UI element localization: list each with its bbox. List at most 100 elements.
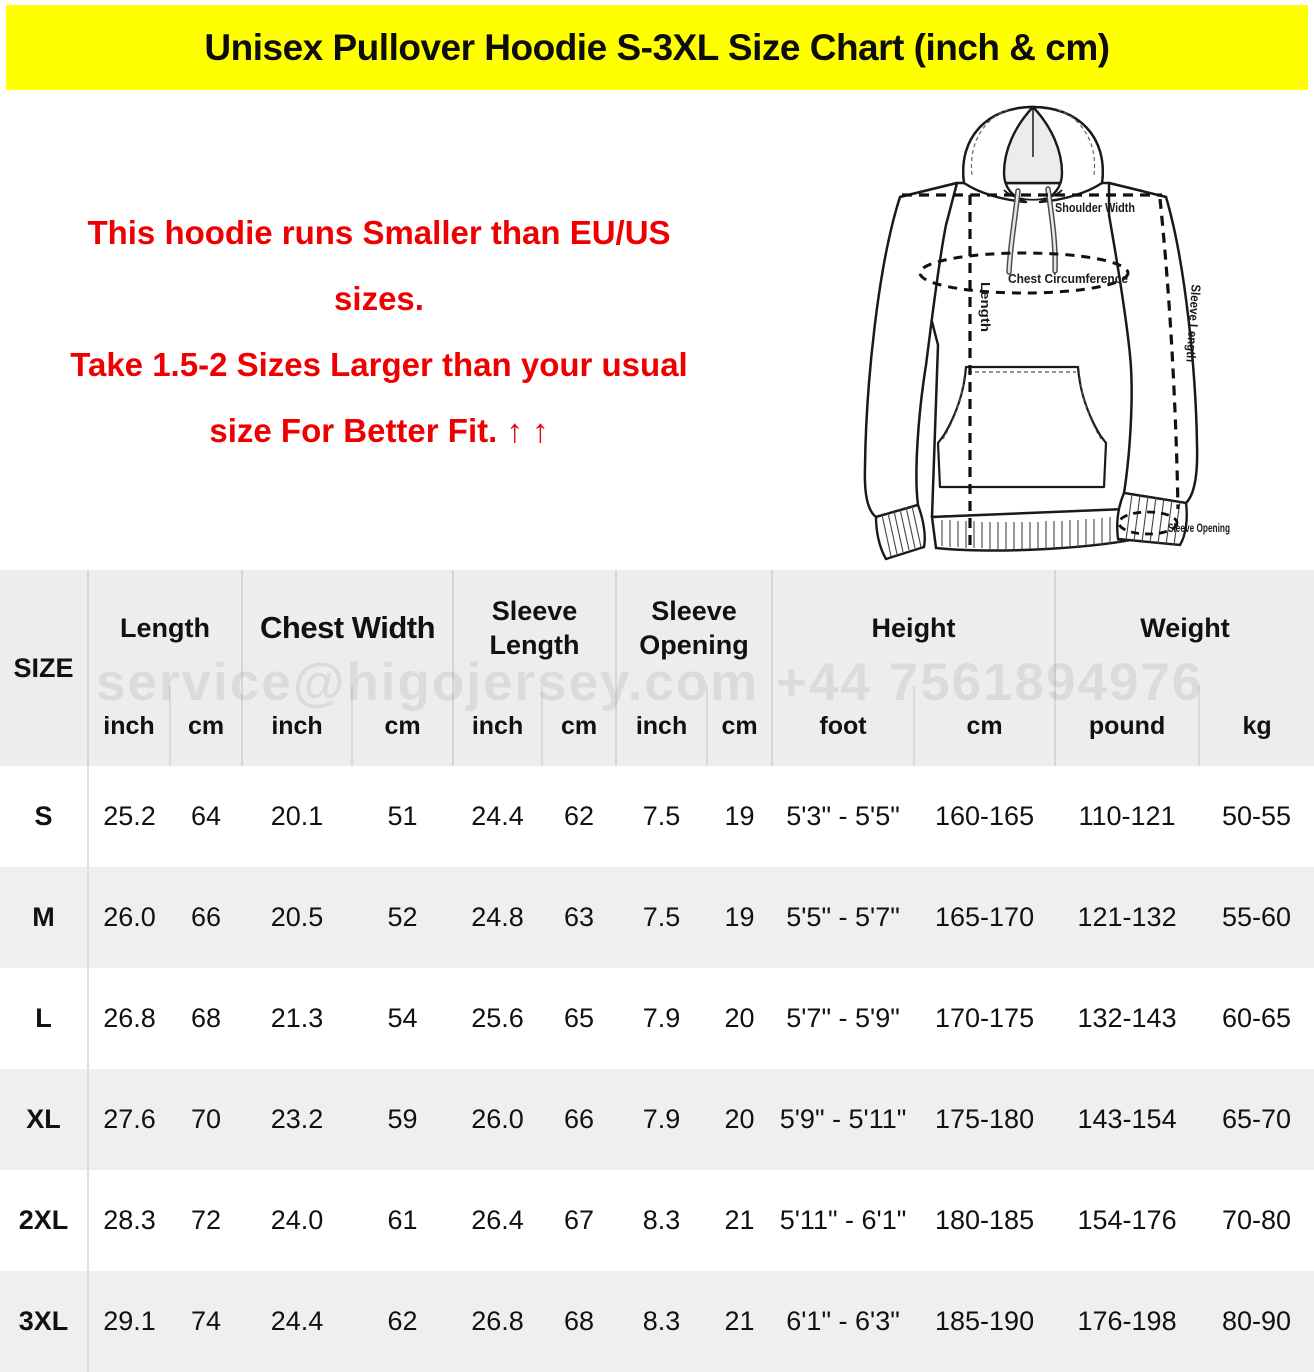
table-row-2xl: 2XL 28.3 72 24.0 61 26.4 67 8.3 21 5'11"… — [0, 1170, 1314, 1271]
cell: 63 — [542, 867, 617, 968]
hood-right-flap — [1031, 105, 1104, 204]
table-row-m: M 26.0 66 20.5 52 24.8 63 7.5 19 5'5" - … — [0, 867, 1314, 968]
cell: 25.6 — [471, 1003, 524, 1033]
sleeve-length-label: Sleeve Length — [1183, 284, 1203, 363]
fit-notice-line: size For Better Fit. ↑ ↑ — [209, 412, 549, 449]
cell: 50-55 — [1222, 801, 1292, 831]
drawstring-left-highlight — [1007, 189, 1020, 274]
cell: 67 — [564, 1205, 595, 1235]
sleeve-opening-line — [1117, 510, 1179, 536]
cell: 54 — [387, 1003, 418, 1033]
unit-weight-kg: kg — [1198, 686, 1314, 766]
cell: 68 — [542, 1271, 617, 1372]
unit-height-foot: foot — [771, 686, 915, 766]
table-row-xl: XL 27.6 70 23.2 59 26.0 66 7.9 20 5'9" -… — [0, 1069, 1314, 1170]
cell: 64 — [190, 801, 222, 831]
cell: 52 — [352, 867, 454, 968]
cell: 7.5 — [642, 801, 681, 831]
cell: 5'11" - 6'1" — [779, 1205, 907, 1235]
hood-left-flap — [962, 105, 1035, 204]
cell: 26.0 — [453, 1069, 543, 1170]
cell: 20.1 — [270, 801, 324, 831]
cell: 24.4 — [471, 801, 524, 831]
fit-notice-line: sizes. — [334, 280, 424, 317]
size-label: 2XL — [18, 1205, 69, 1235]
hoodie-diagram: Shoulder Width Chest Circumference Lengt… — [863, 105, 1230, 561]
sleeve-opening-label: Sleeve Opening — [1168, 521, 1230, 535]
cell: 19 — [724, 801, 755, 831]
cell: 21 — [707, 1271, 773, 1372]
cell: 26.4 — [471, 1205, 524, 1235]
cell: 6'1" - 6'3" — [772, 1271, 915, 1372]
cell: 110-121 — [1078, 801, 1176, 831]
table-row-3xl: 3XL 29.1 74 24.4 62 26.8 68 8.3 21 6'1" … — [0, 1271, 1314, 1372]
col-header-size: SIZE — [0, 570, 88, 766]
col-header-length: Length — [86, 570, 243, 686]
cell: 29.1 — [87, 1271, 170, 1372]
size-label: L — [35, 1003, 52, 1033]
cell: 26.8 — [87, 968, 170, 1069]
cell: 65-70 — [1199, 1069, 1314, 1170]
cell: 180-185 — [935, 1205, 1035, 1235]
cell: 66 — [542, 1069, 617, 1170]
cell: 26.0 — [87, 867, 170, 968]
unit-chest-inch: inch — [241, 686, 353, 766]
chest-circumference-label: Chest Circumference — [1008, 271, 1128, 286]
cell: 65 — [564, 1003, 595, 1033]
cell: 165-170 — [914, 867, 1056, 968]
cell: 7.9 — [616, 1069, 708, 1170]
cell: 19 — [707, 867, 773, 968]
cell: 70 — [170, 1069, 243, 1170]
cell: 7.9 — [642, 1003, 681, 1033]
cell: 72 — [190, 1205, 222, 1235]
page-title: Unisex Pullover Hoodie S-3XL Size Chart … — [204, 26, 1110, 68]
unit-length-cm: cm — [168, 686, 243, 766]
size-label: XL — [0, 1069, 88, 1170]
cell: 25.2 — [87, 766, 170, 867]
cell: 176-198 — [1055, 1271, 1200, 1372]
fit-notice-line: Take 1.5-2 Sizes Larger than your usual — [70, 346, 688, 383]
cell: 74 — [170, 1271, 243, 1372]
cell: 70-80 — [1222, 1205, 1292, 1235]
cell: 61 — [387, 1205, 418, 1235]
unit-sleeve-length-cm: cm — [541, 686, 617, 766]
cell: 66 — [170, 867, 243, 968]
col-header-height: Height — [771, 570, 1056, 686]
cell: 62 — [352, 1271, 454, 1372]
cell: 8.3 — [616, 1271, 708, 1372]
size-label: M — [0, 867, 88, 968]
cell: 5'5" - 5'7" — [772, 867, 915, 968]
cell: 132-143 — [1077, 1003, 1177, 1033]
col-header-chest-width: Chest Width — [241, 570, 454, 686]
col-header-weight: Weight — [1054, 570, 1314, 686]
shoulder-width-label: Shoulder Width — [1055, 200, 1135, 215]
cell: 175-180 — [914, 1069, 1056, 1170]
cell: 20 — [707, 1069, 773, 1170]
unit-length-inch: inch — [87, 686, 170, 766]
cell: 143-154 — [1055, 1069, 1200, 1170]
cell: 28.3 — [87, 1170, 170, 1271]
cell: 23.2 — [242, 1069, 353, 1170]
sleeve-length-line — [1158, 198, 1180, 510]
col-header-sleeve-length: Sleeve Length — [452, 570, 617, 686]
cell: 185-190 — [914, 1271, 1056, 1372]
chest-circumference-line — [918, 251, 1130, 295]
hood-stitching — [970, 108, 1096, 176]
unit-chest-cm: cm — [351, 686, 454, 766]
cell: 68 — [190, 1003, 222, 1033]
cell: 24.8 — [453, 867, 543, 968]
size-label: S — [34, 801, 53, 831]
table-row-s: S 25.2 64 20.1 51 24.4 62 7.5 19 5'3" - … — [0, 766, 1314, 867]
cell: 21 — [724, 1205, 755, 1235]
pocket-stitching — [942, 371, 1102, 440]
cell: 20 — [724, 1003, 755, 1033]
cell: 60-65 — [1222, 1003, 1292, 1033]
fit-notice: This hoodie runs Smaller than EU/US size… — [0, 200, 758, 464]
cell: 26.8 — [453, 1271, 543, 1372]
cell: 7.5 — [616, 867, 708, 968]
unit-sleeve-opening-cm: cm — [706, 686, 773, 766]
cell: 80-90 — [1199, 1271, 1314, 1372]
length-label: Length — [978, 282, 993, 332]
right-cuff-ribbing — [1125, 493, 1181, 546]
